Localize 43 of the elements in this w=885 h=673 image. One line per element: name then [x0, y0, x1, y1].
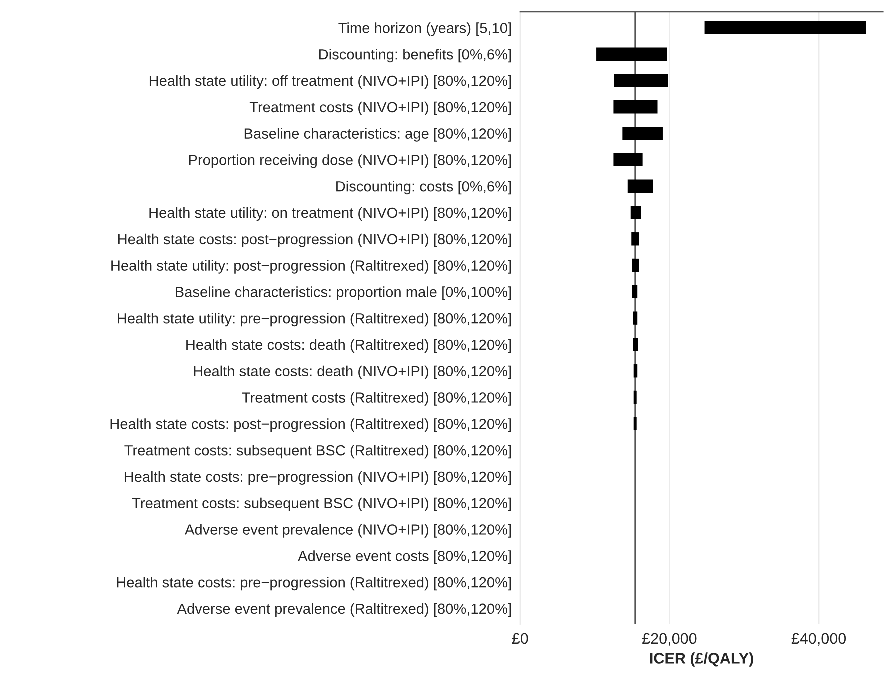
bar — [632, 232, 640, 246]
bar — [634, 364, 638, 378]
bar — [634, 390, 637, 404]
bar — [614, 74, 668, 88]
y-tick-label: Discounting: costs [0%,6%] — [336, 181, 512, 195]
y-tick-label: Health state costs: death (NIVO+IPI) [80%,120%] — [194, 366, 512, 380]
y-tick-label: Health state costs: death (Raltitrexed) [80%,120%] — [186, 339, 512, 354]
y-tick-label: Health state costs: post−progression (Raltitrexed) [80%,120%] — [110, 418, 512, 432]
y-tick-label: Baseline characteristics: age [80%,120%] — [244, 128, 512, 142]
bar — [633, 338, 638, 352]
y-tick-label: Health state costs: pre−progression (Raltitrexed) [80%,120%] — [117, 577, 512, 591]
bar — [628, 180, 654, 193]
bar — [633, 312, 638, 325]
y-tick-label: Treatment costs (NIVO+IPI) [80%,120%] — [250, 102, 512, 116]
y-tick-label: Discounting: benefits [0%,6%] — [320, 49, 512, 63]
bar — [632, 285, 638, 299]
y-tick-label: Health state utility: off treatment (NIVO+IPI) [80%,120%] — [150, 75, 512, 90]
y-tick-label: Baseline characteristics: proportion male [0%,100%] — [176, 286, 512, 300]
bar — [630, 206, 642, 220]
x-tick-label: £20,000 — [642, 633, 697, 646]
bar — [622, 126, 663, 140]
bar — [634, 417, 637, 431]
y-tick-label: Health state utility: on treatment (NIVO+IPI) [80%,120%] — [150, 207, 512, 222]
bar — [614, 100, 658, 114]
y-tick-label: Adverse event prevalence (Raltitrexed) [80%,120%] — [177, 603, 512, 618]
x-tick-label: £0 — [512, 633, 528, 644]
y-tick-label: Health state costs: pre−progression (NIVO+IPI) [80%,120%] — [124, 471, 512, 486]
y-tick-label: Health state costs: post−progression (NIVO+IPI) [80%,120%] — [118, 234, 512, 248]
x-axis-title: ICER (£/QALY) — [650, 652, 754, 667]
y-tick-label: Treatment costs: subsequent BSC (Raltitrexed) [80%,120%] — [124, 445, 512, 459]
y-tick-label: Health state utility: post−progression (Raltitrexed) [80%,120%] — [112, 260, 512, 274]
bar — [704, 21, 866, 35]
y-tick-label: Proportion receiving dose (NIVO+IPI) [80%,120%] — [189, 154, 512, 168]
y-tick-label: Health state utility: pre−progression (Raltitrexed) [80%,120%] — [118, 313, 512, 327]
bar — [596, 48, 668, 61]
y-tick-label: Time horizon (years) [5,10] — [338, 22, 512, 36]
y-tick-label: Treatment costs (Raltitrexed) [80%,120%] — [242, 392, 512, 406]
y-tick-label: Adverse event costs [80%,120%] — [298, 550, 512, 564]
bar — [632, 258, 640, 272]
y-tick-label: Adverse event prevalence (NIVO+IPI) [80%,120%] — [185, 524, 512, 538]
bar — [614, 153, 643, 167]
x-tick-label: £40,000 — [792, 633, 846, 646]
y-tick-label: Treatment costs: subsequent BSC (NIVO+IPI) [80%,120%] — [132, 498, 512, 512]
